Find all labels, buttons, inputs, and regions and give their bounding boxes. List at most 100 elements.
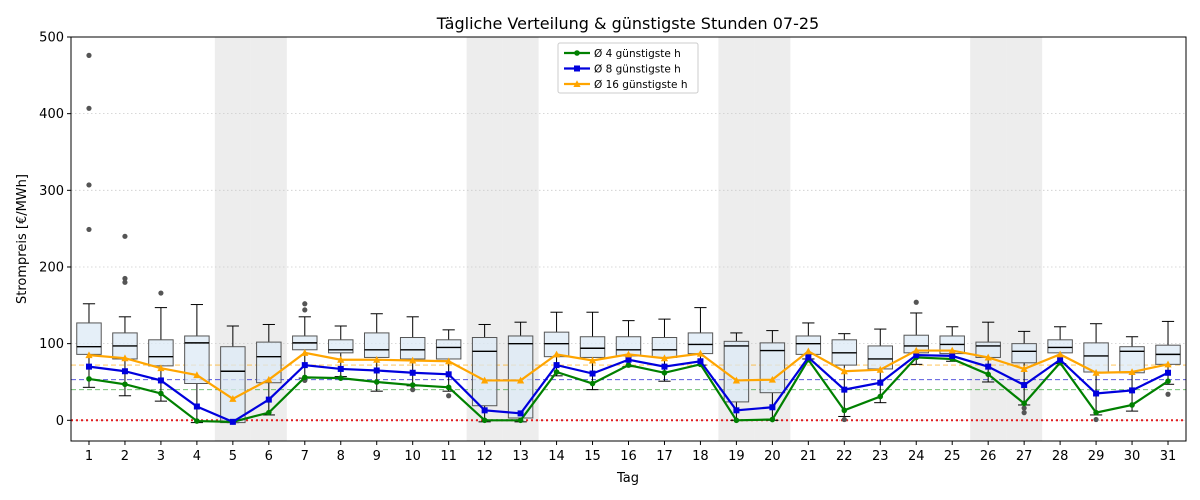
legend-box [557,42,699,94]
series-point [265,396,272,403]
series-point [625,362,632,368]
x-tick-label: 1 [85,449,93,464]
series-point [913,352,920,359]
series-point [1093,409,1099,416]
series-point [121,368,128,375]
legend-marker [574,50,580,56]
box [1083,342,1109,373]
x-tick-label: 4 [193,449,201,464]
series-point [768,375,776,383]
x-tick-label: 5 [229,449,237,464]
box [471,337,498,407]
outlier-point [841,416,847,423]
series-point [301,349,309,356]
outlier-point [913,299,919,305]
series-point [193,371,201,379]
x-tick-label: 18 [692,449,709,464]
outlier-point [122,279,128,285]
x-tick-label: 22 [836,449,853,464]
series-point [661,369,668,376]
series-point [733,407,740,414]
series-point [624,350,633,358]
series-point [481,417,488,424]
x-axis: 1 2 3 4 5 6 7 8 9 10 11 12 13 14 15 16 17 18 19 20 21 22 23 24 2… [85,441,1176,464]
x-tick-label: 31 [1160,449,1177,464]
series-point [1021,382,1028,389]
x-tick-label: 15 [584,449,601,464]
x-tick-label: 12 [476,449,493,464]
series-point [1165,369,1172,376]
series-point [373,379,380,385]
series-point [877,393,884,400]
series-point [409,369,416,376]
outlier-point [1093,416,1099,423]
series-point [445,357,453,365]
series-lines [85,346,1172,425]
boxplot-day [112,233,138,397]
series-point [445,371,452,378]
outlier-point [158,290,164,296]
series-point [193,403,200,410]
boxplot-day [543,311,570,377]
boxplot-day [903,299,929,365]
x-tick-label: 7 [301,449,309,464]
box [328,339,354,354]
series-point [553,369,560,375]
series-point [337,375,344,381]
x-tick-label: 14 [548,449,565,464]
box [723,340,750,403]
chart-title: Tägliche Verteilung & günstigste Stunden… [436,14,819,33]
legend-marker [573,80,581,87]
series-point [877,379,884,386]
series-point [516,376,525,384]
series-point [1056,350,1064,358]
series-point [409,356,417,364]
legend: Ø 4 günstigste h Ø 8 günstigste h Ø 16 gün… [557,42,699,94]
series-point [229,418,236,425]
x-tick-label: 28 [1052,449,1069,464]
x-tick-label: 25 [944,449,961,464]
boxplot-day [1011,330,1037,416]
series-point [1092,368,1100,376]
outlier-point [1021,405,1027,411]
series-point [948,346,956,354]
series-point [194,418,200,424]
series-point [985,371,991,378]
outlier-point [302,307,308,313]
series-point [481,407,488,414]
legend-marker [574,65,580,72]
series-point [912,346,920,354]
x-tick-label: 23 [872,449,889,464]
series-point [949,352,956,359]
series-point [337,365,344,372]
box [220,346,246,424]
series-point [625,356,632,363]
series-point [158,390,164,397]
series-point [841,407,848,414]
series-point [265,375,273,383]
boxplot-day [507,321,534,423]
x-tick-label: 27 [1016,449,1033,464]
y-tick-label: 500 [39,31,64,46]
boxplot-day [363,313,390,392]
x-tick-label: 26 [980,449,997,464]
x-tick-label: 24 [908,449,925,464]
box [435,339,462,360]
series-point [876,365,884,373]
boxplot-day [1083,323,1109,423]
series-point [85,351,93,359]
y-tick-label: 200 [39,260,64,275]
outlier-point [410,387,416,393]
boxplot-day [399,316,426,393]
series-point [337,355,345,363]
series-point [589,380,596,387]
y-axis-label: Strompreis [€/MWh] [15,174,30,304]
series-point [1020,365,1028,372]
boxplot-day [759,330,786,421]
y-tick-label: 300 [39,184,64,199]
outlier-point [86,182,92,188]
x-tick-label: 13 [512,449,529,464]
series-point [301,362,308,369]
boxplot-day [148,290,174,402]
box [795,335,822,355]
